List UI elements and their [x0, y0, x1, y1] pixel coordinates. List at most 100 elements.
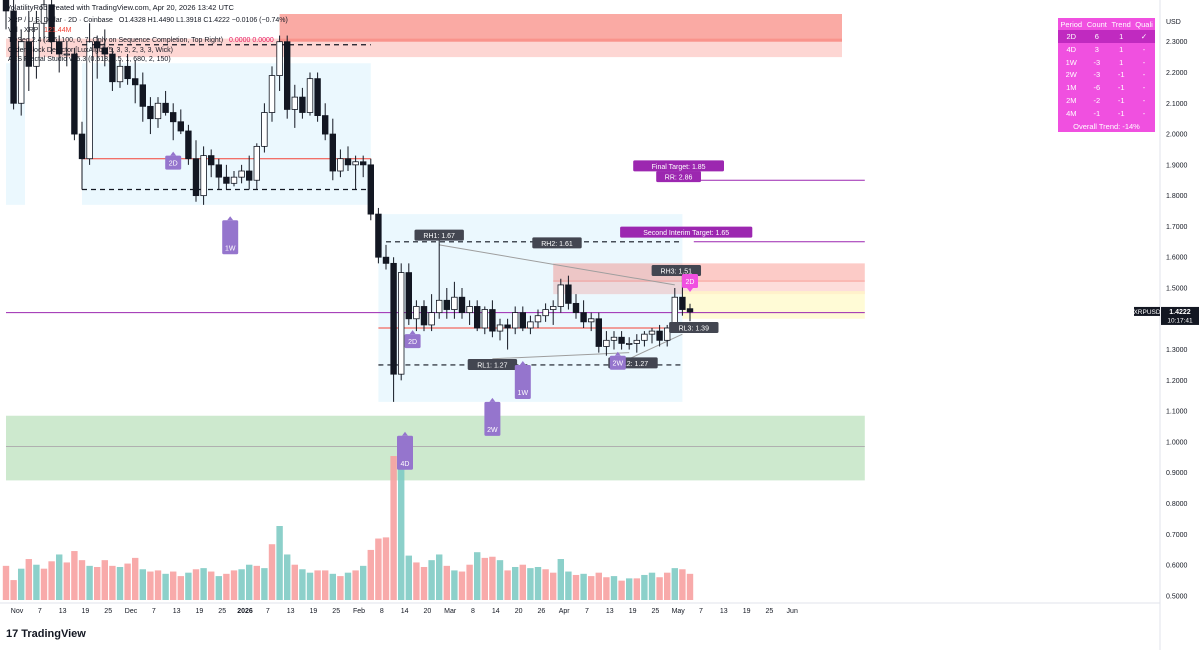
stats-cell: 2W: [1065, 70, 1077, 80]
candle-down: [185, 130, 192, 160]
chart-credit: VolatilityRob created with TradingView.c…: [6, 3, 234, 12]
time-tick-label: 25: [766, 608, 774, 615]
support-zone: [6, 415, 865, 481]
chart-label: RH1: 1.67: [423, 233, 455, 240]
ohlc-values: O1.4328 H1.4490 L1.3918 C1.4222 −0.0106 …: [118, 17, 288, 24]
time-tick-label: 13: [287, 608, 295, 615]
legend-symbol[interactable]: XRP / U.S. Dollar · 2D · Coinbase O1.432…: [8, 17, 288, 24]
candle-down: [56, 41, 63, 55]
symbol-badge-bg: [1134, 306, 1160, 316]
candle-down: [10, 10, 17, 104]
candle-down: [162, 102, 169, 113]
volume-bar: [25, 559, 32, 600]
tag-pointer: [489, 397, 496, 402]
tag-pointer: [170, 151, 177, 156]
stats-cell: 4D: [1066, 44, 1077, 54]
candle-up: [352, 161, 359, 166]
volume-bar: [261, 568, 268, 600]
stats-cell: -: [1142, 109, 1146, 119]
candle-down: [504, 324, 511, 329]
tradingview-logo[interactable]: 17 TradingView: [6, 628, 86, 640]
candle-up: [588, 318, 595, 323]
volume-bar: [542, 569, 549, 600]
stats-cell: 2D: [1058, 30, 1085, 43]
timeframe-tag: [397, 435, 413, 470]
volume-bar: [360, 565, 367, 600]
candle-down: [329, 133, 336, 172]
legend-order-block[interactable]: Order Block Detector [LuxAlgo] (5, 3, 3,…: [8, 47, 173, 54]
stats-cell: 1: [1119, 57, 1124, 67]
candle-up: [238, 170, 245, 178]
chart-label: Final Target: 1.85: [652, 164, 706, 171]
candle-up: [17, 41, 25, 104]
time-tick-label: Nov: [11, 608, 24, 615]
legend-aes[interactable]: AES Fractal Studio v15.3 (0.618, 0.5, 1,…: [8, 56, 171, 63]
tdseq-label: TDSeq 2.4 (2, 6, 100, 0, 7, Only on Sequ…: [8, 37, 224, 44]
volume-bar: [618, 580, 625, 600]
volume-bar: [671, 568, 678, 600]
candle-down: [314, 78, 321, 116]
volume-bar: [291, 564, 298, 600]
volume-bar: [588, 576, 595, 600]
stats-cell: -1: [1117, 70, 1125, 80]
stats-cell: -1: [1117, 109, 1125, 119]
volume-bar: [177, 576, 184, 600]
stats-row: 4M -1 -1 -: [1058, 107, 1155, 120]
time-tick-label: 7: [266, 608, 270, 615]
candle-down: [565, 284, 572, 304]
stats-cell: 2M: [1066, 96, 1077, 106]
volume-bar: [451, 570, 458, 600]
candle-up: [512, 312, 519, 329]
volume-bar: [519, 564, 526, 600]
price-tick-label: 0.8000: [1166, 501, 1188, 508]
stats-cell: -1: [1117, 83, 1125, 93]
candle-down: [382, 256, 390, 264]
stats-cell: 6: [1084, 30, 1110, 43]
price-axis-unit: USD: [1166, 19, 1181, 26]
stats-cell: -: [1142, 96, 1146, 106]
chart-label-bg: [620, 226, 753, 238]
volume-bar: [375, 538, 382, 600]
symbol-badge: XRPUSD: [1133, 309, 1160, 316]
chart-label: RL1: 1.27: [477, 362, 507, 369]
timeframe-tag: [514, 364, 531, 399]
candle-down: [367, 164, 374, 215]
trendline: [628, 333, 683, 360]
stats-cell: 1: [1119, 44, 1124, 54]
chart-label: Second Interim Target: 1.65: [643, 230, 729, 237]
stats-cell: -: [1142, 57, 1146, 67]
timeframe-tag-text: 2W: [613, 361, 624, 368]
candle-down: [101, 47, 108, 55]
chart-label-bg: [669, 322, 719, 334]
chart-label-bg: [414, 229, 464, 241]
volume-bar: [139, 569, 146, 600]
volume-bar: [314, 570, 321, 600]
candle-up: [63, 53, 70, 56]
volume-bar: [253, 565, 260, 600]
volume-bar: [534, 566, 542, 600]
volume-bar: [71, 551, 78, 600]
candle-down: [420, 306, 428, 326]
legend-volume[interactable]: Vol · XRP 121.44M: [8, 27, 71, 34]
timeframe-tag-text: 2D: [169, 161, 178, 168]
candle-down: [78, 133, 86, 160]
chart-label-bg: [532, 237, 582, 249]
price-axis-bg: [1160, 0, 1200, 650]
stats-row: 1M -6 -1 -: [1058, 81, 1155, 94]
volume-bar: [10, 580, 17, 600]
volume-bar: [436, 554, 443, 600]
volume-bar: [2, 565, 10, 600]
candle-down: [283, 41, 291, 110]
legend-tdseq[interactable]: TDSeq 2.4 (2, 6, 100, 0, 7, Only on Sequ…: [8, 37, 274, 44]
candle-up: [40, 4, 48, 24]
candle-down: [595, 318, 602, 347]
volume-bar: [474, 552, 481, 600]
volume-bar: [48, 561, 55, 600]
volume-bar: [413, 562, 420, 600]
resistance-zone: [6, 38, 842, 58]
candle-down: [109, 53, 116, 83]
volume-bar: [147, 571, 154, 600]
symbol-name: XRP / U.S. Dollar · 2D · Coinbase: [8, 17, 113, 24]
candle-down: [375, 213, 382, 258]
